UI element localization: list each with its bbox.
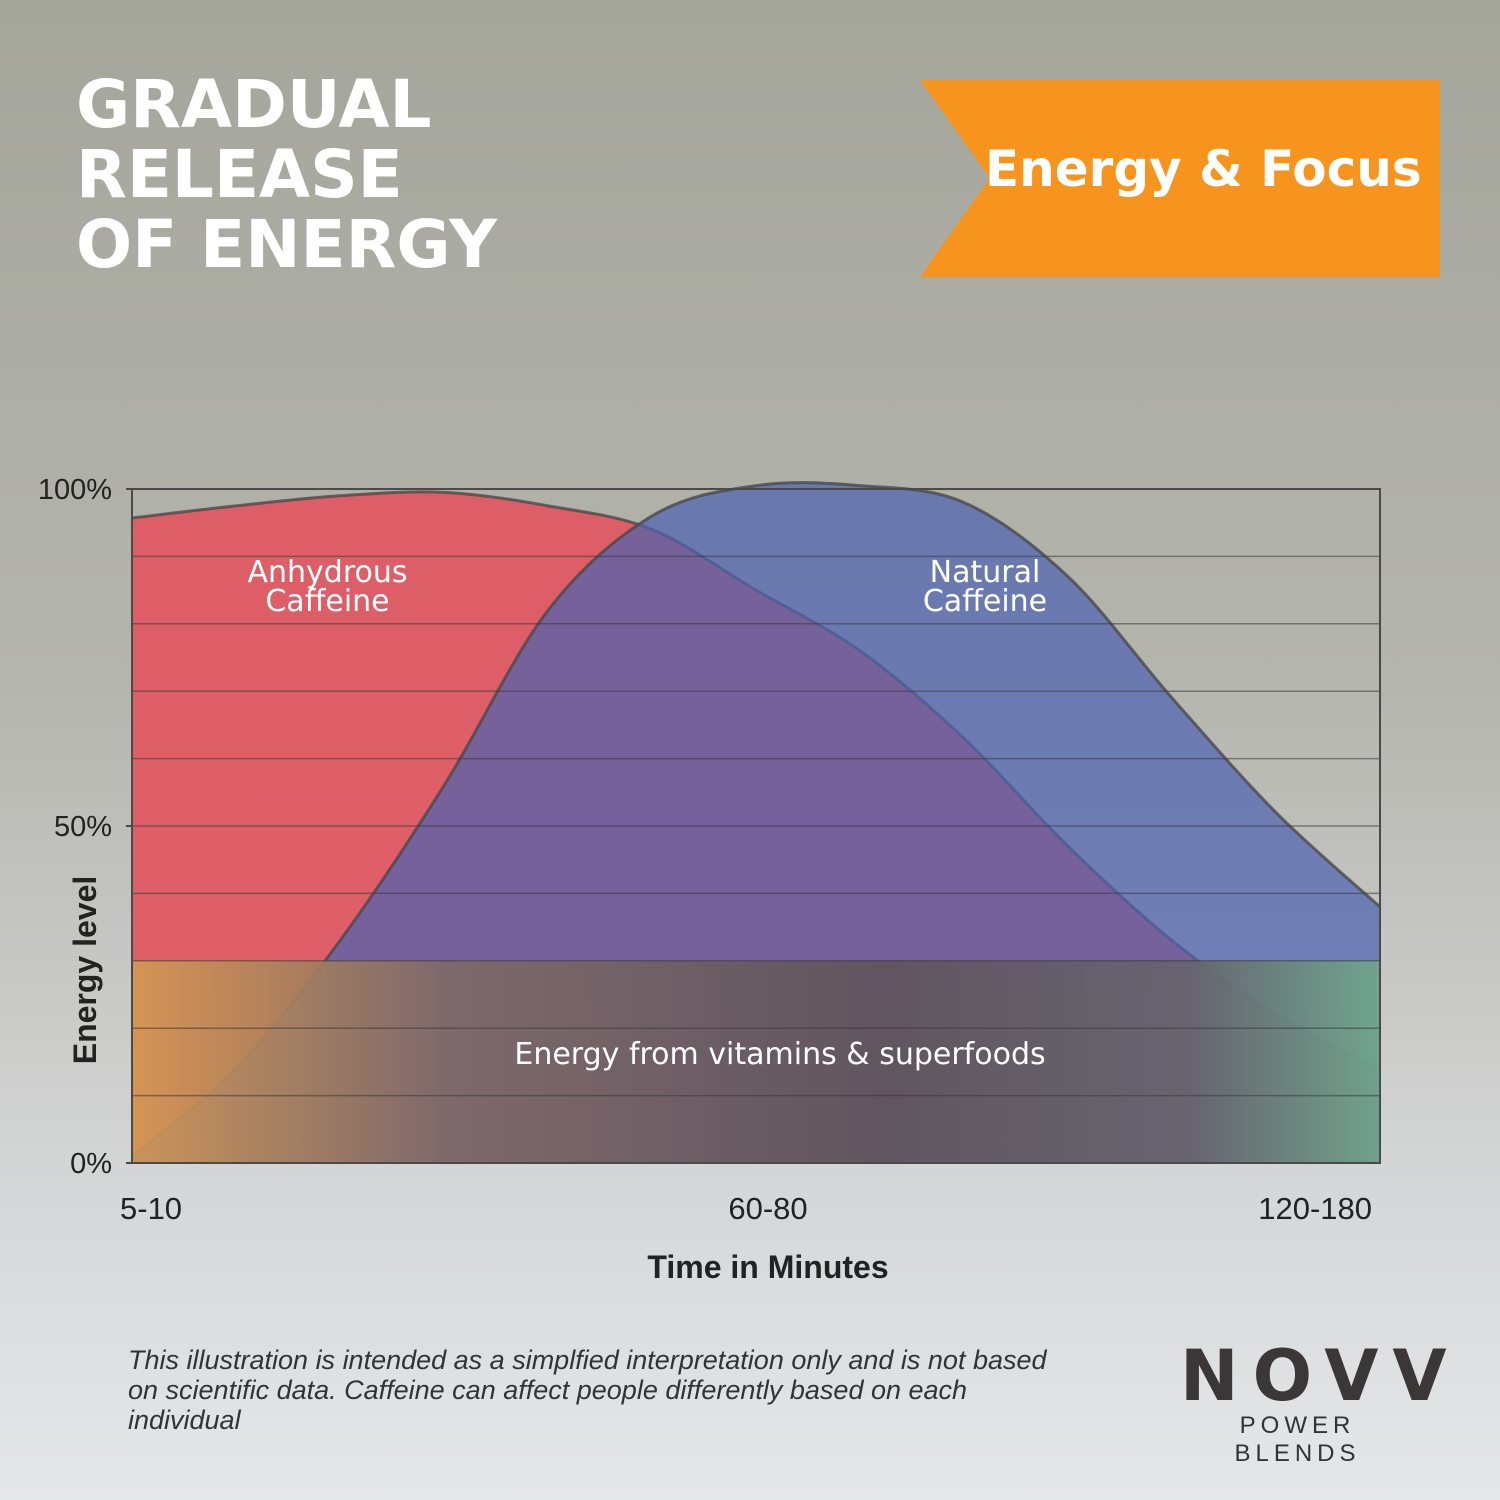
brand-tagline: POWER BLENDS bbox=[1234, 1412, 1361, 1467]
y-tick-label: 0% bbox=[70, 1148, 112, 1180]
badge: Energy & Focus bbox=[985, 140, 1422, 198]
series-label: Natural Caffeine bbox=[922, 555, 1048, 619]
area-outline bbox=[131, 481, 1382, 1158]
series-label: Energy from vitamins & superfoods bbox=[514, 1037, 1046, 1072]
x-tick-label: 60-80 bbox=[728, 1191, 807, 1226]
title: GRADUAL RELEASE OF ENERGY bbox=[76, 66, 497, 283]
badge-shape bbox=[920, 80, 1440, 277]
y-axis-label: Energy level bbox=[67, 876, 103, 1065]
area bbox=[132, 960, 1380, 1163]
y-tick-label: 50% bbox=[54, 811, 112, 843]
series-label: Anhydrous Caffeine bbox=[247, 555, 408, 619]
y-tick-label: 100% bbox=[38, 474, 112, 506]
x-axis-label: Time in Minutes bbox=[647, 1249, 888, 1285]
x-tick-label: 5-10 bbox=[120, 1191, 182, 1226]
disclaimer: This illustration is intended as a simpl… bbox=[128, 1345, 1047, 1435]
x-tick-label: 120-180 bbox=[1258, 1191, 1372, 1226]
brand: NOVV POWER BLENDS bbox=[1180, 1335, 1461, 1468]
brand-name: NOVV bbox=[1180, 1335, 1461, 1417]
